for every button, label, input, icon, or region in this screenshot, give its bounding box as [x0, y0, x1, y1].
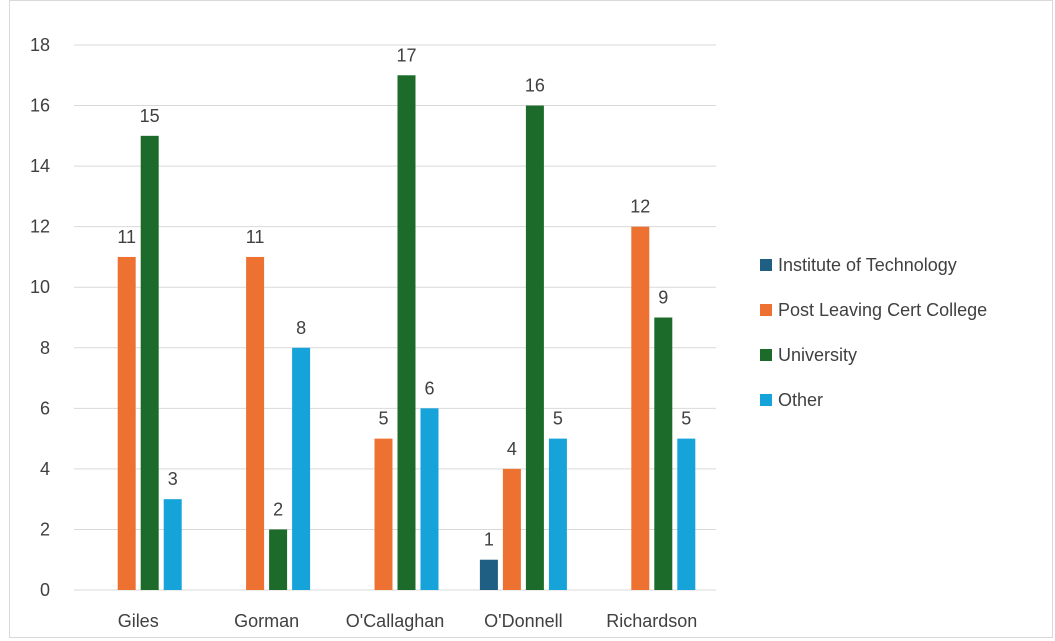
y-tick-label: 4: [40, 459, 50, 479]
bar-richardson-other: [677, 438, 696, 590]
bar-gorman-post-leaving-cert-college: [246, 256, 265, 590]
y-tick-label: 16: [30, 96, 50, 116]
legend-swatch: [760, 394, 772, 406]
y-tick-label: 0: [40, 580, 50, 600]
y-tick-label: 12: [30, 217, 50, 237]
bar-giles-post-leaving-cert-college: [117, 256, 136, 590]
bar-odonnell-other: [548, 438, 567, 590]
bar-richardson-post-leaving-cert-college: [631, 226, 650, 590]
data-label: 1: [484, 530, 494, 550]
legend-item-university: University: [760, 345, 857, 365]
bar-ocallaghan-post-leaving-cert-college: [374, 438, 393, 590]
legend-label: University: [778, 345, 857, 365]
bar-ocallaghan-university: [397, 75, 416, 591]
chart-area: 0 2 4 6 8 10 12 14 16 18 11 15 3 11 2 8 5 17 6 1 4 16 5 12 9 5 G…: [9, 0, 1053, 638]
bar-giles-other: [163, 499, 182, 590]
legend-item-other: Other: [760, 390, 823, 410]
legend-label: Other: [778, 390, 823, 410]
bar-odonnell-institute-of-technology: [479, 559, 498, 590]
data-label: 5: [681, 409, 691, 429]
y-tick-label: 6: [40, 398, 50, 418]
data-label: 9: [658, 288, 668, 308]
bar-ocallaghan-other: [420, 408, 439, 590]
x-category-label: Giles: [118, 611, 159, 631]
data-label: 5: [378, 409, 388, 429]
bars: [117, 75, 696, 591]
legend-item-institute-of-technology: Institute of Technology: [760, 255, 957, 275]
legend: Institute of Technology Post Leaving Cert…: [760, 255, 987, 410]
y-tick-label: 2: [40, 519, 50, 539]
bar-odonnell-university: [525, 105, 544, 591]
data-label: 6: [424, 378, 434, 398]
x-category-label: Gorman: [234, 611, 299, 631]
data-label: 11: [246, 227, 265, 247]
y-axis-tick-labels: 0 2 4 6 8 10 12 14 16 18: [30, 35, 50, 600]
x-category-label: O'Callaghan: [346, 611, 445, 631]
x-category-label: Richardson: [606, 611, 697, 631]
y-tick-label: 14: [30, 156, 50, 176]
data-label: 4: [507, 439, 517, 459]
data-label: 5: [553, 409, 563, 429]
data-label: 8: [296, 318, 306, 338]
data-label: 3: [168, 469, 178, 489]
bar-richardson-university: [654, 317, 673, 590]
x-category-label: O'Donnell: [484, 611, 562, 631]
data-label: 12: [630, 197, 650, 217]
data-label: 2: [273, 499, 283, 519]
legend-item-post-leaving-cert-college: Post Leaving Cert College: [760, 300, 987, 320]
data-labels: 11 15 3 11 2 8 5 17 6 1 4 16 5 12 9 5: [117, 45, 691, 549]
data-label: 16: [525, 76, 545, 96]
data-label: 11: [117, 227, 136, 247]
x-axis-category-labels: Giles Gorman O'Callaghan O'Donnell Richardso…: [118, 611, 698, 631]
bar-giles-university: [140, 135, 159, 591]
bar-gorman-other: [292, 347, 311, 590]
y-tick-label: 18: [30, 35, 50, 55]
legend-label: Institute of Technology: [778, 255, 957, 275]
legend-swatch: [760, 349, 772, 361]
data-label: 15: [140, 106, 160, 126]
legend-label: Post Leaving Cert College: [778, 300, 987, 320]
bar-odonnell-post-leaving-cert-college: [502, 468, 521, 590]
y-tick-label: 10: [30, 277, 50, 297]
data-label: 17: [396, 45, 416, 65]
legend-swatch: [760, 304, 772, 316]
bar-gorman-university: [269, 529, 288, 590]
y-tick-label: 8: [40, 338, 50, 358]
legend-swatch: [760, 259, 772, 271]
